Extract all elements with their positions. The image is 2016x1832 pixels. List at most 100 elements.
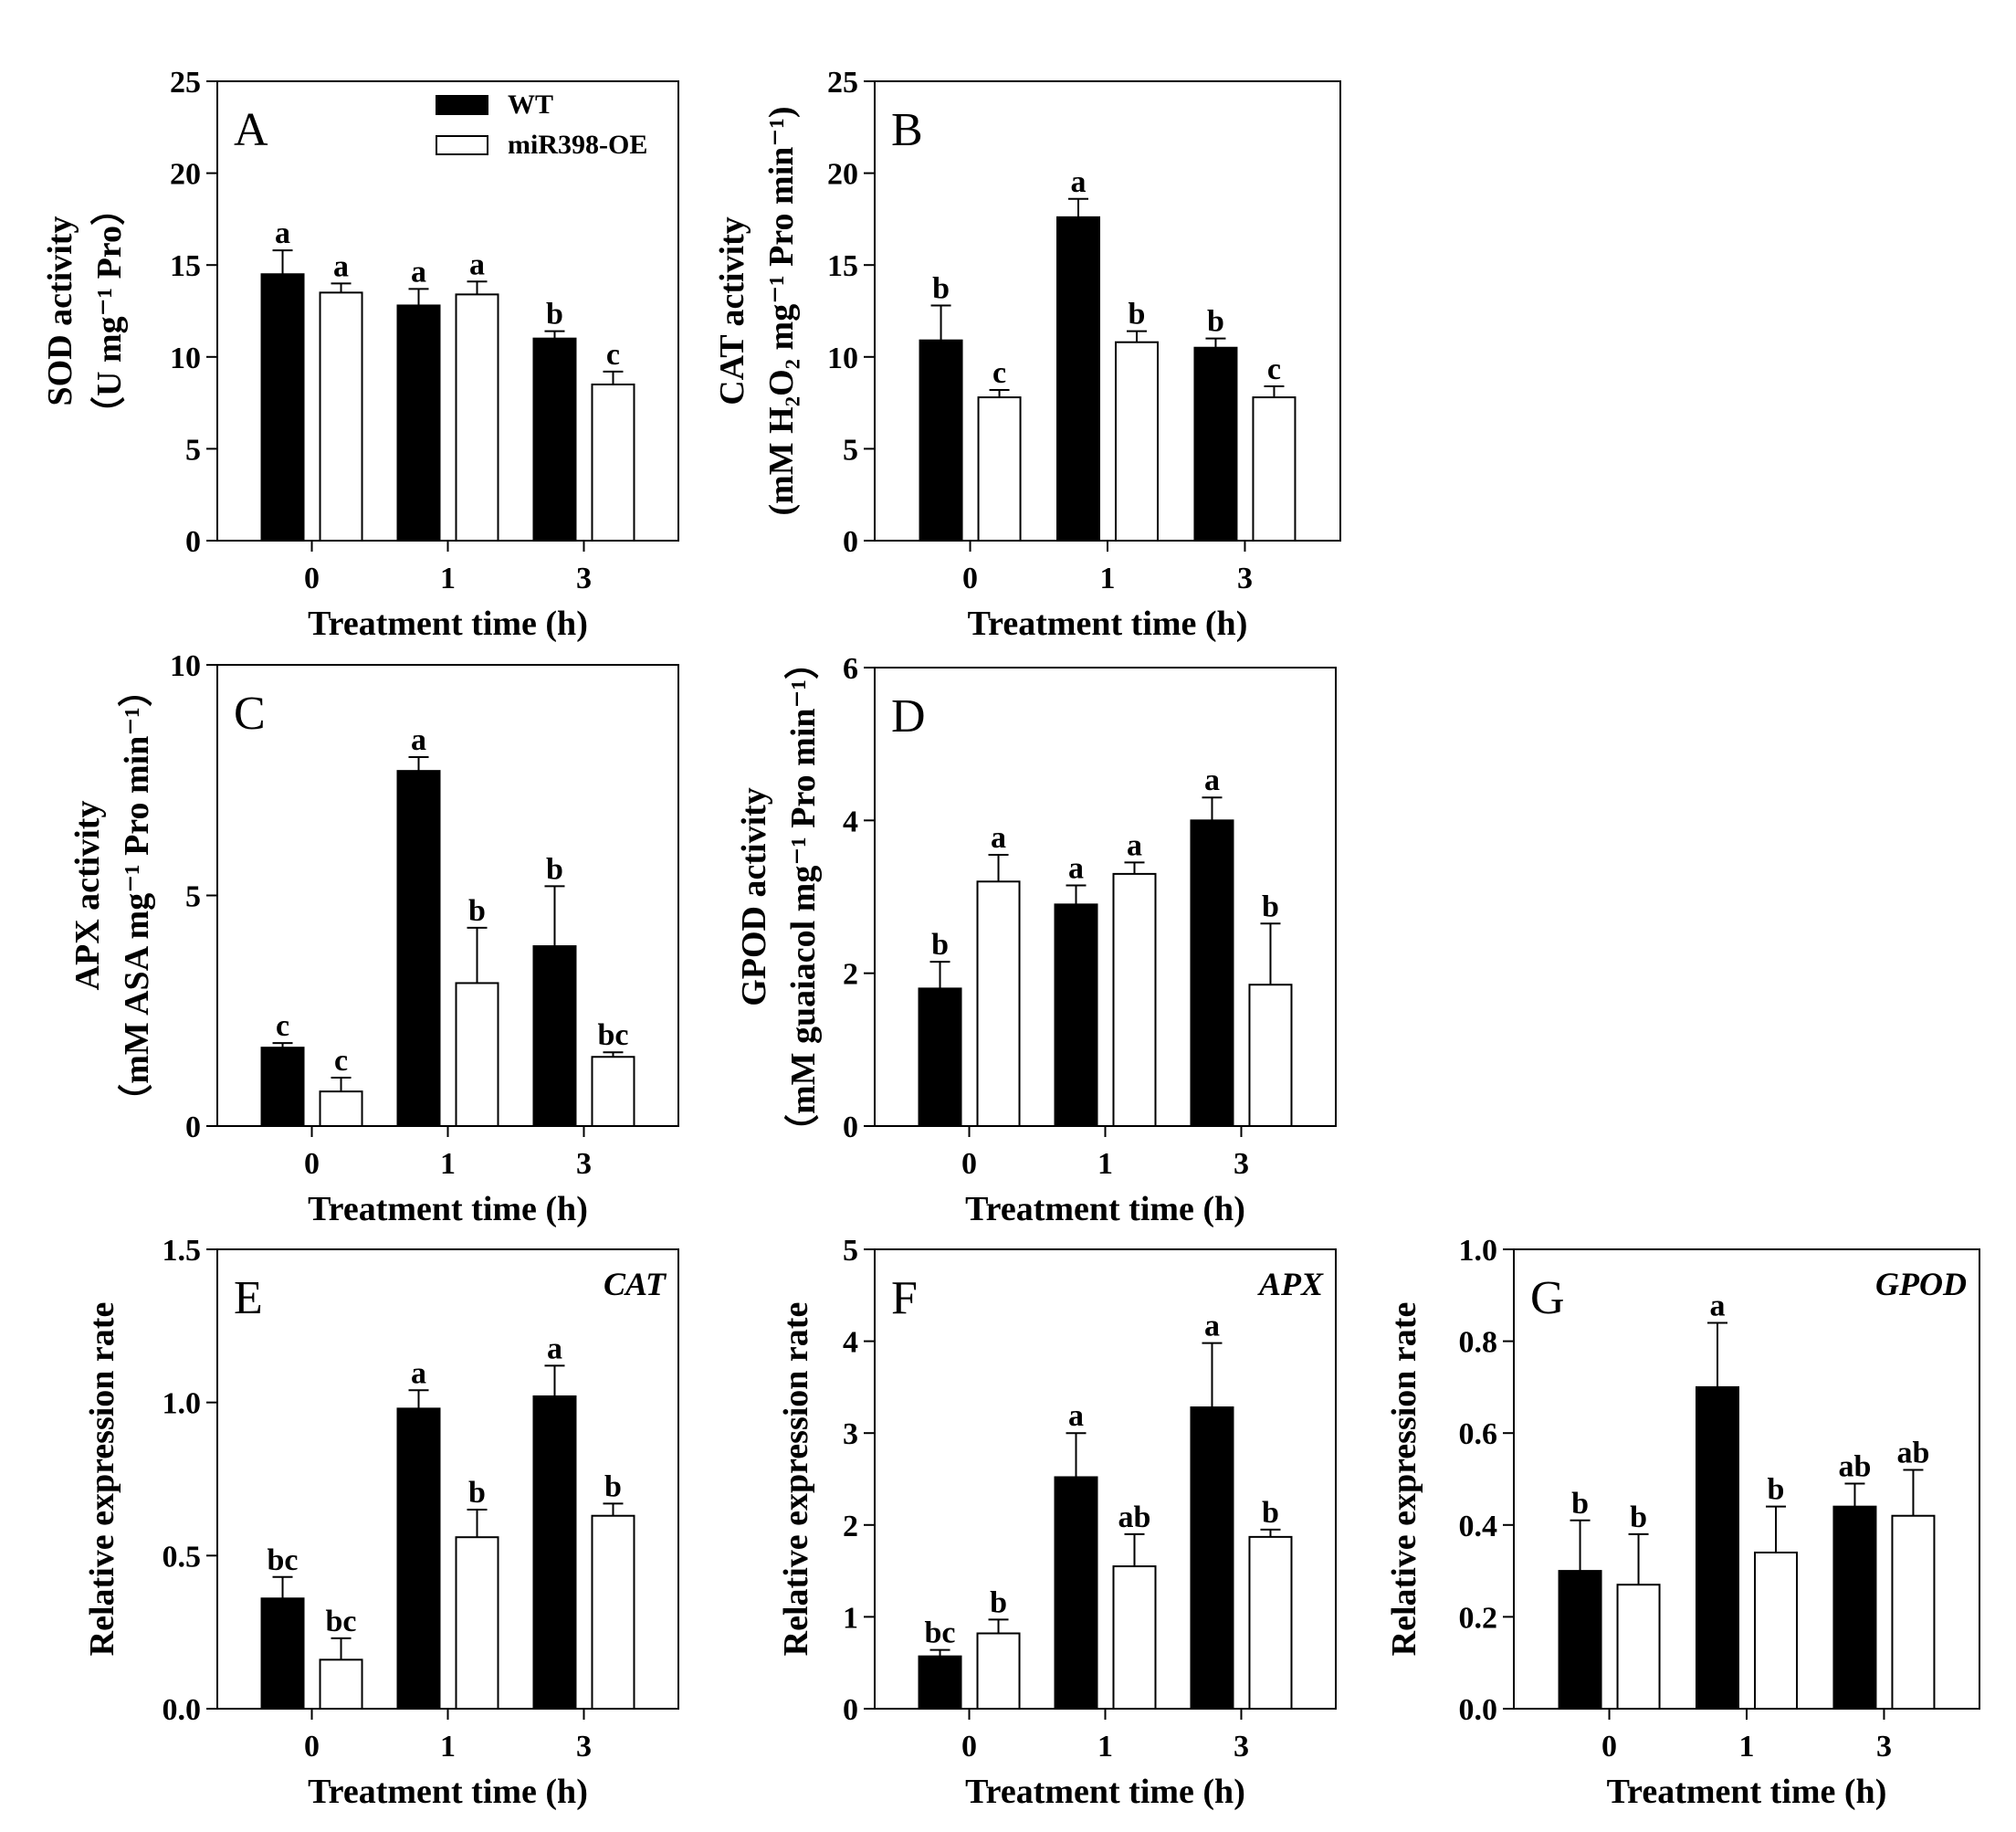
bar-wt [1193,346,1238,542]
significance-label: a [333,249,349,283]
gene-label: CAT [604,1266,667,1302]
y-tick-label: 10 [170,649,201,683]
significance-label: ab [1118,1500,1151,1534]
y-axis-title: (mM H₂O₂ mg⁻¹ Pro min⁻¹) [762,106,801,515]
significance-label: c [276,1009,289,1043]
bar-mir398-oe [1115,341,1159,542]
y-axis-title: APX activity [68,801,107,991]
significance-label: b [546,852,563,886]
x-tick-label: 0 [304,1147,320,1181]
bar-mir398-oe [591,1514,635,1710]
panel-e: 0.0 0.5 1.0 1.5 0 1 3 Treatment time (h) Relativ… [83,1234,679,1811]
bar-mir398-oe [1252,396,1297,542]
bar-mir398-oe [977,396,1022,542]
y-tick-label: 10 [827,342,858,375]
y-axis-title: （mM guaiacol mg⁻¹ Pro min⁻¹） [784,645,823,1149]
y-axis-title: （mM ASA mg⁻¹ Pro min⁻¹） [118,672,156,1119]
significance-label: b [1571,1487,1589,1521]
panel-g: 0.0 0.2 0.4 0.6 0.8 1.0 0 1 3 Treatment time (h) R… [1385,1234,1980,1811]
panel-a: 0 5 10 15 20 25 0 1 3 Treatment time (h) SOD activ… [41,66,679,643]
y-tick-label: 1 [843,1601,858,1635]
y-axis-title: GPOD activity [735,787,773,1006]
significance-label: a [411,1356,426,1390]
y-axis-title: Relative expression rate [1385,1302,1423,1657]
panel-letter: F [891,1272,918,1324]
y-tick-label: 20 [827,158,858,192]
significance-label: a [1204,1310,1220,1343]
y-tick-label: 5 [843,1234,858,1268]
y-tick-label: 4 [843,805,858,838]
bar-wt [1190,1406,1234,1710]
panel-c: 0 5 10 0 1 3 Treatment time (h) APX activity （mM… [68,649,679,1228]
y-tick-label: 0.4 [1459,1510,1498,1543]
y-tick-label: 2 [843,1510,858,1543]
y-tick-label: 0.5 [163,1540,202,1574]
significance-label: b [932,271,950,305]
bar-wt [1054,1476,1098,1711]
significance-label: b [1630,1500,1647,1534]
y-tick-label: 3 [843,1417,858,1451]
bar-mir398-oe [1616,1584,1661,1710]
x-axis-title: Treatment time (h) [1607,1773,1887,1811]
legend-swatch-wt [436,95,488,115]
y-tick-label: 0 [185,1111,201,1144]
significance-label: a [411,723,426,757]
x-axis-title: Treatment time (h) [308,605,588,643]
panel-letter: C [234,688,266,740]
bar-wt [532,337,577,542]
bar-mir398-oe [591,383,635,542]
x-tick-label: 1 [440,1730,456,1764]
x-tick-label: 1 [1100,562,1116,595]
y-tick-label: 0 [843,1693,858,1727]
panel-letter: E [234,1272,263,1324]
bar-wt [1190,819,1234,1127]
bar-wt [1696,1385,1739,1711]
gene-label: GPOD [1875,1266,1967,1302]
bar-wt [260,1047,305,1128]
y-tick-label: 2 [843,958,858,992]
significance-label: c [606,338,620,372]
bar-mir398-oe [1112,1565,1157,1710]
significance-label: b [931,928,949,962]
significance-label: b [468,894,486,928]
y-tick-label: 25 [827,66,858,100]
bar-wt [396,304,441,542]
significance-label: bc [597,1018,628,1052]
x-tick-label: 0 [962,562,978,595]
bar-mir398-oe [319,1658,363,1711]
x-tick-label: 3 [1234,1147,1249,1181]
bar-wt [1056,216,1100,542]
significance-label: b [468,1476,486,1510]
bar-mir398-oe [455,1536,499,1711]
y-axis-title: Relative expression rate [777,1302,815,1657]
significance-label: ab [1838,1450,1871,1484]
y-tick-label: 6 [843,652,858,686]
significance-label: a [1068,851,1084,885]
x-axis-title: Treatment time (h) [965,1773,1245,1811]
bar-wt [1832,1505,1877,1711]
x-tick-label: 3 [576,1730,592,1764]
significance-label: b [1768,1473,1785,1507]
x-tick-label: 3 [1237,562,1253,595]
panel-f: 0 1 2 3 4 5 0 1 3 Treatment time (h) Relative expr… [777,1234,1337,1811]
y-tick-label: 25 [170,66,201,100]
significance-label: a [275,216,290,250]
significance-label: a [1710,1289,1726,1322]
bar-wt [532,1395,577,1710]
significance-label: c [992,356,1006,390]
significance-label: c [1267,353,1281,386]
bar-mir398-oe [1248,1535,1293,1711]
y-axis-title: CAT activity [713,216,751,405]
y-tick-label: 0.0 [1459,1693,1498,1727]
x-tick-label: 1 [1097,1147,1113,1181]
significance-label: bc [268,1543,299,1577]
bar-wt [1558,1570,1602,1710]
bar-wt [918,1655,962,1710]
x-tick-label: 3 [1876,1730,1892,1764]
panel-letter: G [1530,1272,1565,1324]
x-tick-label: 1 [440,562,456,595]
significance-label: bc [925,1616,956,1650]
bar-mir398-oe [1891,1514,1936,1710]
bar-mir398-oe [1248,984,1293,1128]
